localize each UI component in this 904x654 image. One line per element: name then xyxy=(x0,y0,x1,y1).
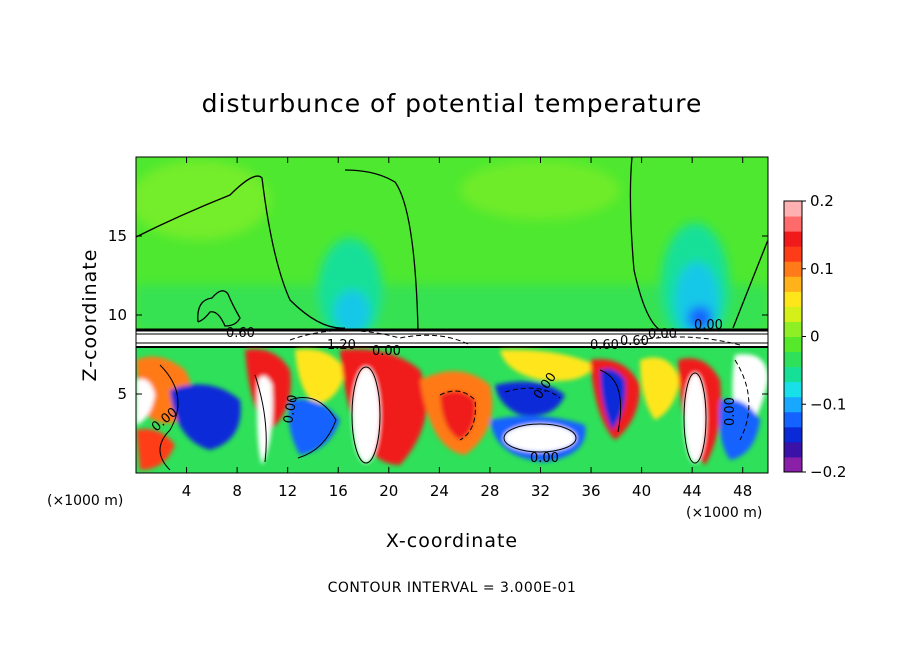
y-axis-label: Z-coordinate xyxy=(79,249,101,382)
colorbar-swatch xyxy=(784,231,802,247)
colorbar-tick-label: −0.1 xyxy=(810,395,846,413)
contours-upper xyxy=(136,157,768,331)
colorbar-swatch xyxy=(784,291,802,307)
cell-blue-2 xyxy=(288,399,340,455)
x-tick-label: 16 xyxy=(329,482,348,500)
contour-low-9 xyxy=(439,390,476,441)
cell-blue-1 xyxy=(170,384,241,450)
colorbar-swatch xyxy=(784,336,802,353)
y-tick-label: 10 xyxy=(108,306,127,324)
cell-blue-5 xyxy=(600,368,626,430)
colorbar-swatch xyxy=(784,426,802,443)
contour-low-8 xyxy=(734,359,750,441)
x-tick-label: 44 xyxy=(683,482,702,500)
cell-blue-3 xyxy=(495,381,565,416)
contour-zero-right-b xyxy=(732,239,768,329)
colorbar-tick-label: −0.2 xyxy=(810,463,846,481)
colorbar-swatch xyxy=(784,261,802,277)
x-tick-label: 48 xyxy=(733,482,752,500)
colorbar-swatch xyxy=(784,411,802,428)
colorbar-swatch xyxy=(784,396,802,413)
contour-low-3 xyxy=(289,397,337,459)
contour-label: 0.60 xyxy=(620,334,649,349)
cool-plume-18km-core xyxy=(334,290,370,334)
contour-low-5 xyxy=(503,423,577,453)
x-tick-label: 28 xyxy=(480,482,499,500)
contour-label: 0.00 xyxy=(281,394,301,425)
warm-patch-1 xyxy=(136,160,270,240)
contour-label: 0.00 xyxy=(648,327,677,342)
colorbar-swatch xyxy=(784,276,802,292)
contour-labels: 0.60 1.20 0.00 0.00 0.60 0.60 0.00 0.00 … xyxy=(149,318,738,466)
contour-zero-mid xyxy=(344,169,419,331)
contour-zero-left xyxy=(136,175,346,329)
cell-white-2 xyxy=(352,367,380,463)
contour-interface-dash xyxy=(289,329,471,346)
colorbar-tick-label: 0.2 xyxy=(810,192,834,210)
cell-yellow-1 xyxy=(295,349,345,405)
x-tick-label: 32 xyxy=(531,482,550,500)
contour-label: 0.60 xyxy=(590,338,619,353)
colorbar-swatch xyxy=(784,306,802,322)
cell-white-6 xyxy=(136,379,155,425)
colorbar-swatch xyxy=(784,366,802,383)
contour-label: 0.00 xyxy=(694,318,723,333)
x-axis-label: X-coordinate xyxy=(386,530,518,552)
contour-interval-note: CONTOUR INTERVAL = 3.000E-01 xyxy=(328,580,577,596)
contours-lower xyxy=(159,329,750,471)
colorbar-tick-label: 0.1 xyxy=(810,260,834,278)
x-unit-left: (×1000 m) xyxy=(47,493,123,509)
contour-low-4 xyxy=(351,366,381,464)
x-unit-right: (×1000 m) xyxy=(686,505,762,521)
contour-low-6 xyxy=(599,369,622,433)
x-tick-label: 12 xyxy=(278,482,297,500)
cell-orange-3 xyxy=(136,429,175,470)
contour-label: 0.00 xyxy=(723,397,738,426)
contour-label: 0.60 xyxy=(226,326,255,341)
contour-label: 1.20 xyxy=(327,338,356,353)
contour-loop-small xyxy=(197,290,241,327)
colorbar-swatch xyxy=(784,321,802,337)
contour-label: 0.00 xyxy=(530,451,559,466)
x-tick-label: 24 xyxy=(430,482,449,500)
warm-patch-2 xyxy=(460,160,620,220)
colorbar-swatch xyxy=(784,441,802,458)
contour-interface-dash-2 xyxy=(639,336,741,346)
cell-white-3 xyxy=(504,424,576,452)
x-tick-label: 36 xyxy=(581,482,600,500)
colorbar-swatch xyxy=(784,216,802,232)
colorbar-swatch xyxy=(784,351,802,368)
cell-blue-6 xyxy=(719,399,760,460)
chart-title: disturbunce of potential temperature xyxy=(202,89,703,118)
cell-white-4 xyxy=(684,373,706,463)
colorbar-tick-label: 0 xyxy=(810,328,820,346)
cell-red-3 xyxy=(440,391,476,440)
colorbar-swatch xyxy=(784,201,802,217)
cell-yellow-2 xyxy=(500,349,595,381)
x-tick-label: 4 xyxy=(182,482,192,500)
contour-low-2 xyxy=(254,374,267,463)
y-tick-label: 15 xyxy=(108,227,127,245)
y-axis: 5 10 15 xyxy=(108,227,768,403)
colorbar-swatch xyxy=(784,246,802,262)
cool-plume-44km-core xyxy=(688,306,712,330)
contour-zero-right-a xyxy=(629,157,661,331)
colorbar: 0.2 0.1 0 −0.1 −0.2 xyxy=(783,192,846,481)
x-tick-label: 8 xyxy=(232,482,242,500)
x-tick-label: 20 xyxy=(379,482,398,500)
cell-yellow-3 xyxy=(640,357,680,420)
plot-area: 0.60 1.20 0.00 0.00 0.60 0.60 0.00 0.00 … xyxy=(136,157,768,473)
colorbar-swatch xyxy=(784,381,802,398)
x-tick-label: 40 xyxy=(632,482,651,500)
contour-label: 0.00 xyxy=(372,344,401,359)
colorbar-swatch xyxy=(784,456,802,473)
contour-low-7 xyxy=(683,372,707,464)
contour-low-1 xyxy=(159,364,179,471)
x-axis: 4 8 12 16 20 24 28 32 36 40 44 48 xyxy=(182,157,752,500)
y-tick-label: 5 xyxy=(117,385,127,403)
